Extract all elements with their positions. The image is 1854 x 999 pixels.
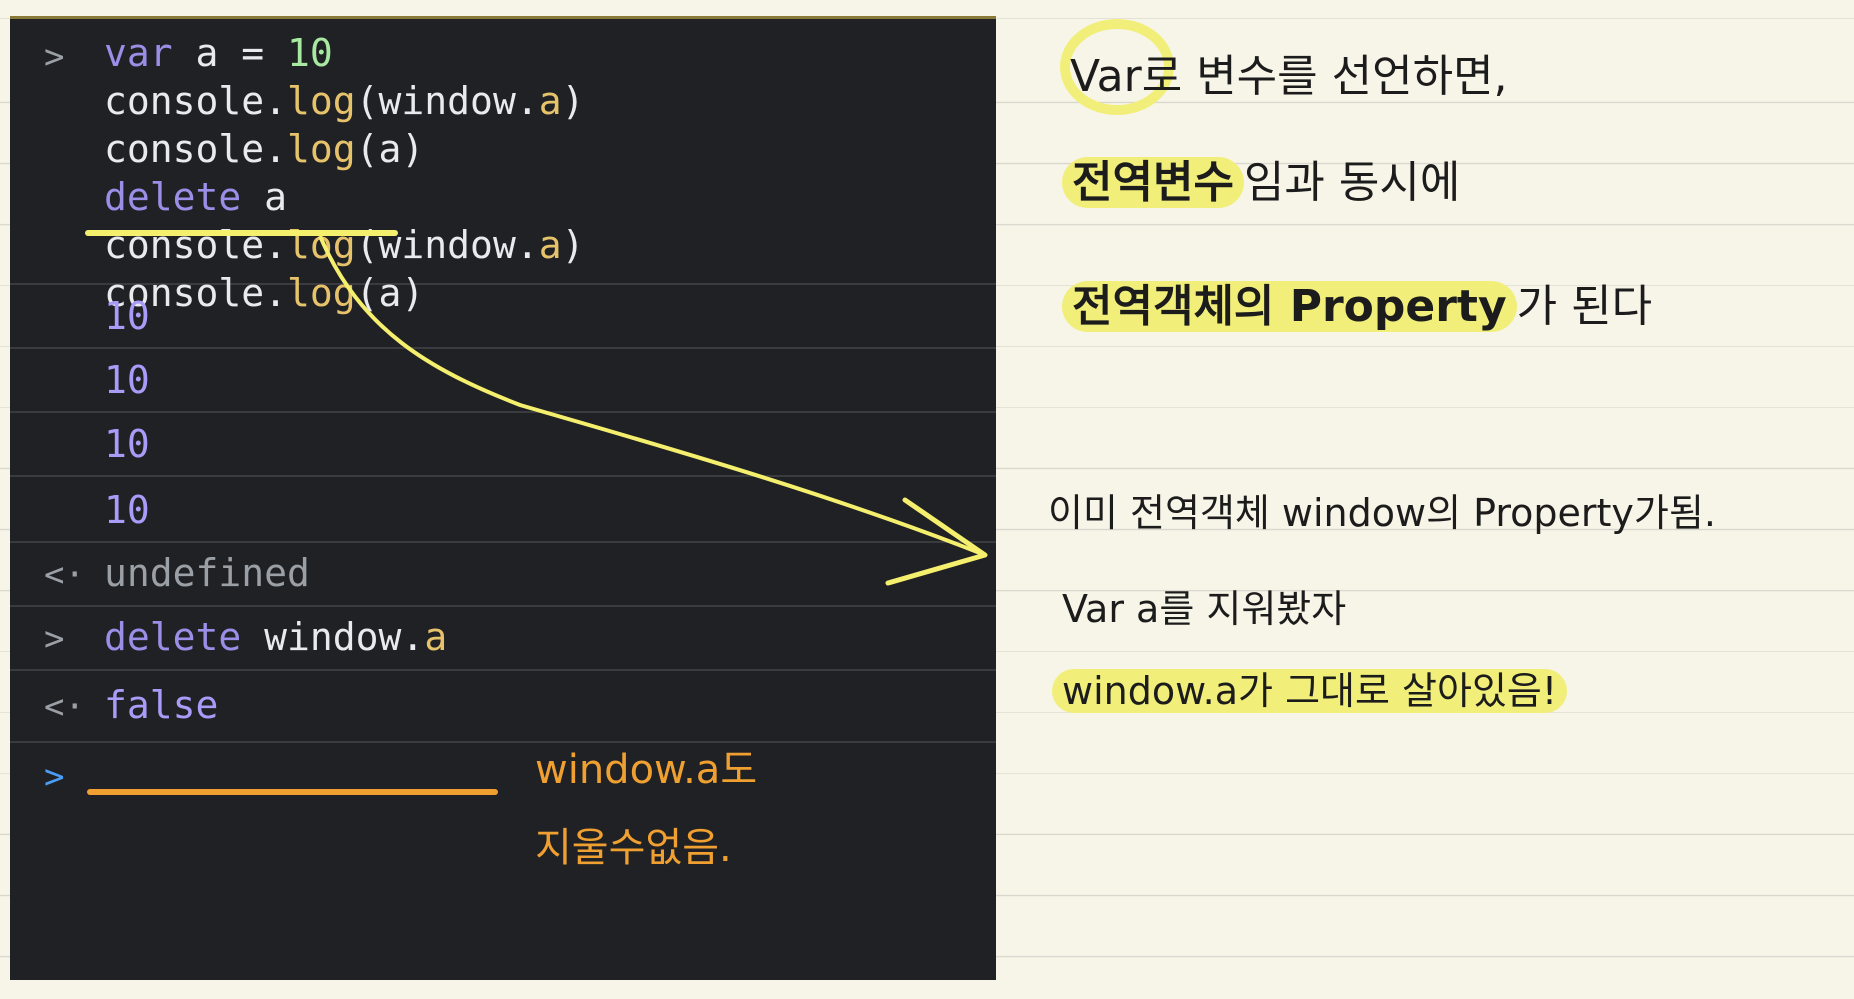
highlighted-text: 전역객체의 Property: [1062, 281, 1517, 332]
output-value: 10: [104, 422, 150, 466]
console-input-row: > delete window.a: [10, 607, 996, 671]
code-line: var a = 10: [104, 29, 333, 77]
return-arrow-icon: <·: [44, 687, 85, 727]
highlighted-text: 전역변수: [1062, 157, 1244, 208]
code-token: (window.: [355, 79, 539, 123]
code-token: log: [287, 79, 356, 123]
code-token: (window.: [355, 223, 539, 267]
input-code: delete window.a: [104, 613, 447, 661]
console-output-row: 10: [10, 285, 996, 349]
note-line-1: Var로 변수를 선언하면,: [1070, 51, 1508, 102]
code-token: console.: [104, 271, 288, 315]
code-token: var: [104, 31, 173, 75]
code-token: a: [538, 79, 562, 123]
keyword: delete: [104, 615, 242, 659]
code-token: log: [287, 127, 356, 171]
console-return-row: <· undefined: [10, 543, 996, 607]
output-value: 10: [104, 488, 150, 532]
code-token: log: [287, 223, 356, 267]
note-line-2: 전역변수 임과 동시에: [1062, 146, 1460, 210]
prompt-icon: >: [44, 757, 65, 797]
orange-note-2: 지울수없음.: [535, 825, 732, 871]
code-token: console.: [104, 79, 288, 123]
code-token: ): [561, 223, 585, 267]
side-note-2: Var a를 지워봤자: [1062, 587, 1347, 631]
property-name: a: [424, 615, 448, 659]
code-token: (a): [355, 127, 425, 171]
console-return-row: <· false: [10, 671, 996, 743]
output-value: 10: [104, 294, 150, 338]
note-text: 가 된다: [1516, 281, 1653, 332]
orange-note-1: window.a도: [535, 747, 758, 793]
code-token: a: [241, 175, 288, 219]
console-output-row: 10: [10, 413, 996, 477]
code-token: console.: [104, 223, 288, 267]
return-arrow-icon: <·: [44, 555, 85, 595]
prompt-icon: >: [44, 37, 65, 77]
devtools-console: > var a = 10 console.log(window.a) console…: [10, 16, 996, 980]
code-line: console.log(window.a): [104, 77, 584, 125]
code-token: console.: [104, 127, 288, 171]
code-line: console.log(a): [104, 125, 424, 173]
code-line: console.log(window.a): [104, 221, 584, 269]
code-token: delete: [104, 175, 242, 219]
code-token: 10: [287, 31, 333, 75]
code-token: a: [538, 223, 562, 267]
console-output-row: 10: [10, 477, 996, 543]
code-text: window.: [241, 615, 425, 659]
code-token: a =: [172, 31, 288, 75]
note-text: 임과 동시에: [1243, 157, 1461, 208]
side-note-3: window.a가 그대로 살아있음!: [1052, 660, 1568, 715]
return-value: undefined: [104, 551, 310, 595]
console-input-block: > var a = 10 console.log(window.a) console…: [10, 19, 996, 315]
code-token: ): [561, 79, 585, 123]
note-line-3: 전역객체의 Property 가 된다: [1062, 270, 1652, 334]
prompt-icon: >: [44, 619, 65, 659]
output-value: 10: [104, 358, 150, 402]
console-prompt-input[interactable]: >: [10, 743, 996, 980]
return-value: false: [104, 683, 219, 727]
code-line: delete a: [104, 173, 287, 221]
side-note-1: 이미 전역객체 window의 Property가됨.: [1048, 491, 1716, 535]
console-output-row: 10: [10, 349, 996, 413]
